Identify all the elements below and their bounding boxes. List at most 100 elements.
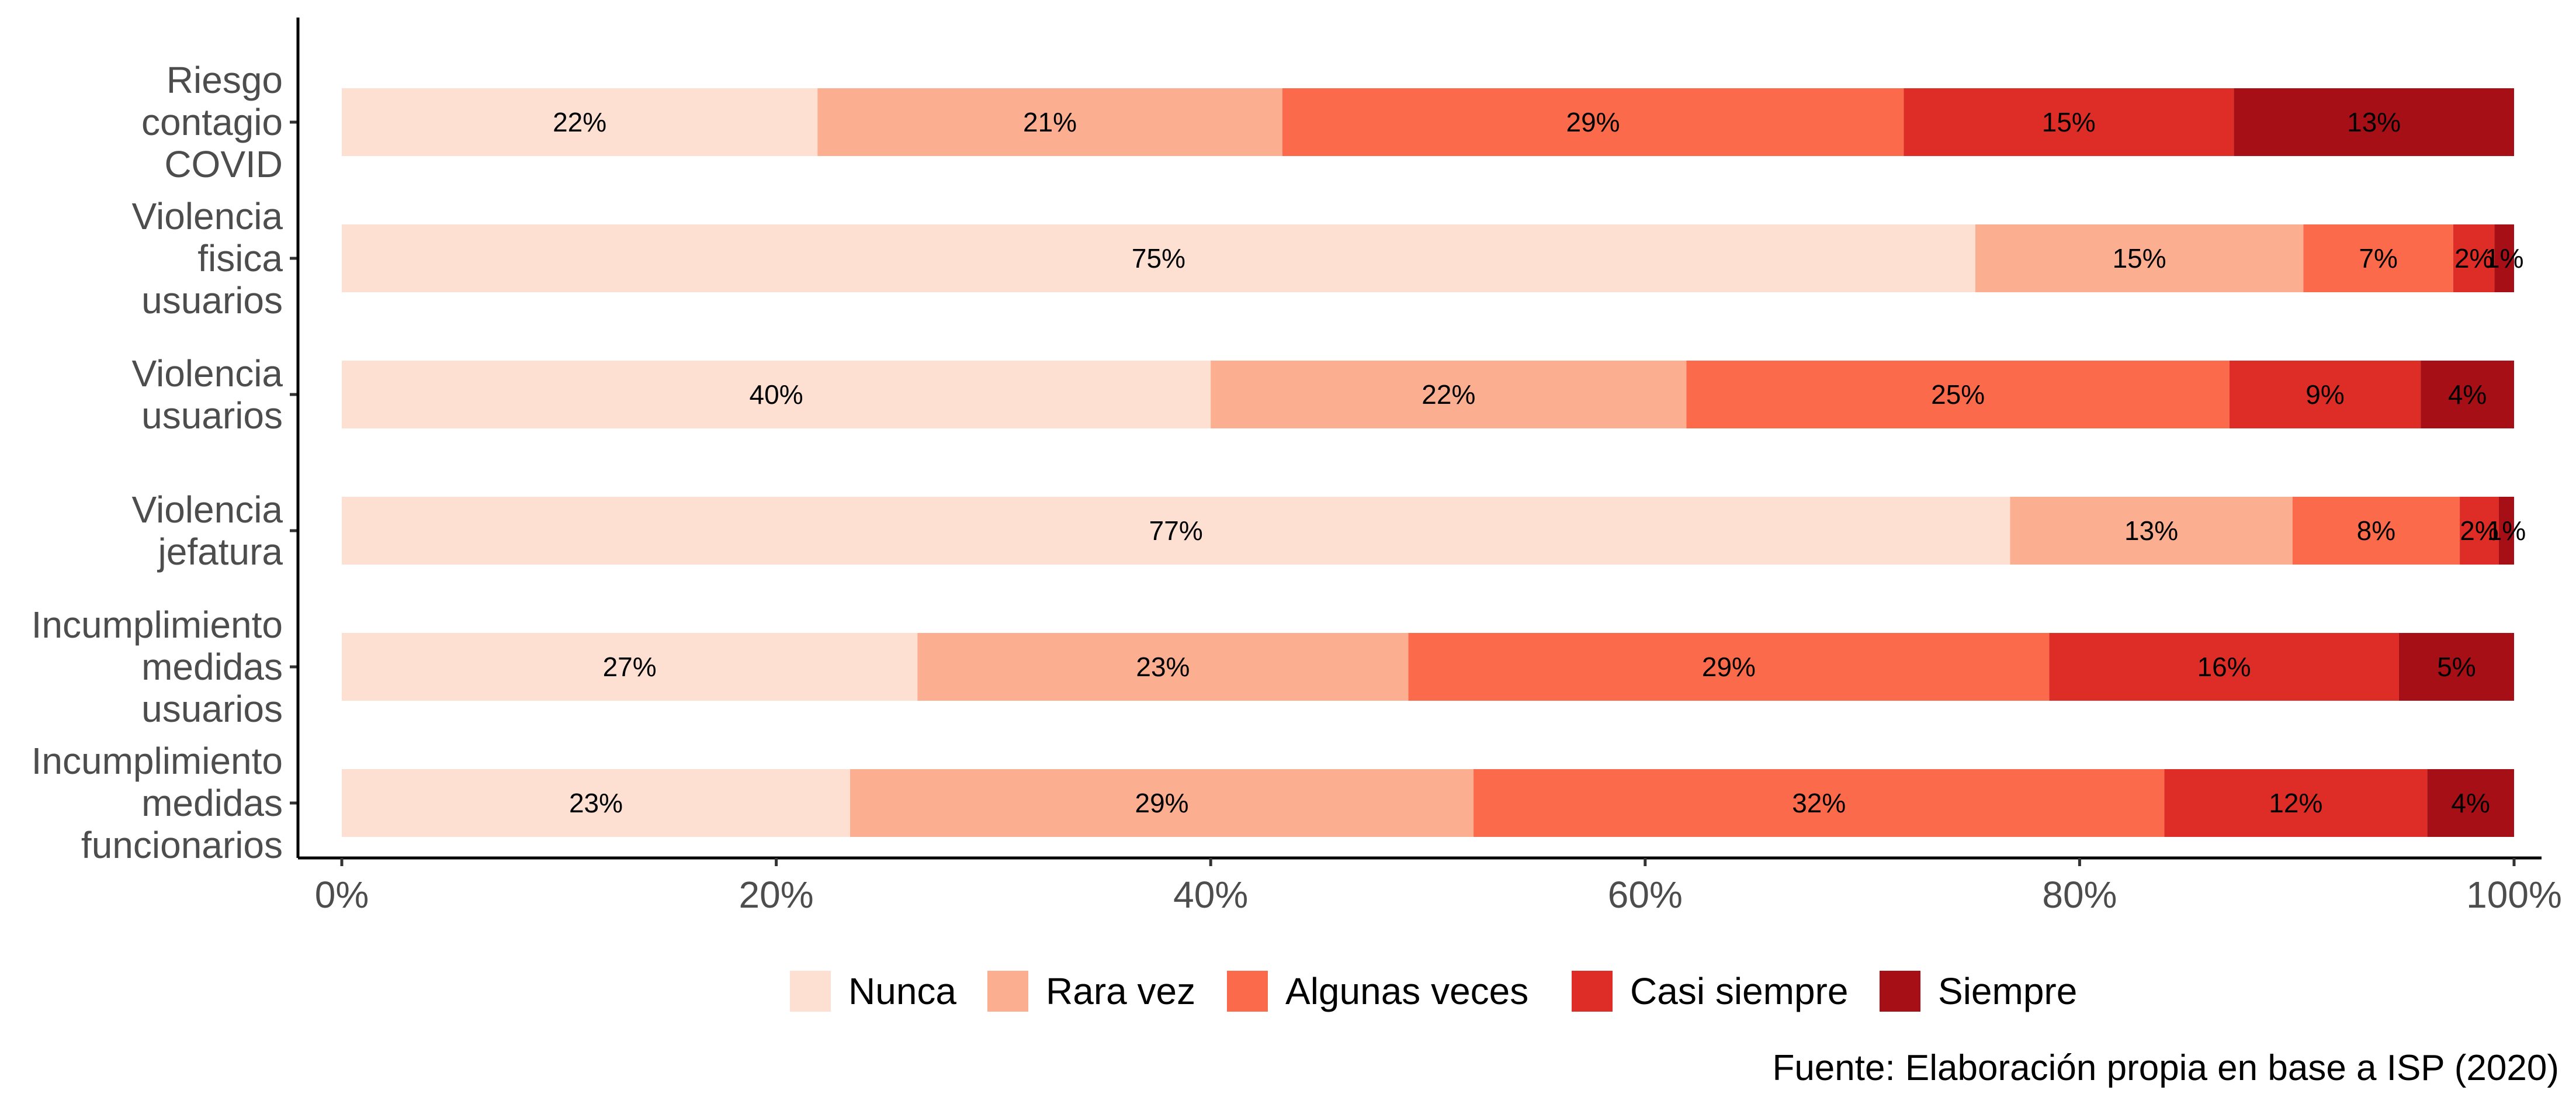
- bar-segment: [1686, 361, 2230, 428]
- category-label-line: usuarios: [141, 279, 283, 321]
- legend-key: [790, 971, 831, 1012]
- bar-segment: [342, 361, 1211, 428]
- bar-segment: [2460, 497, 2499, 565]
- legend-label: Algunas veces: [1285, 970, 1528, 1012]
- data-label: 29%: [1566, 107, 1620, 137]
- legend-label: Rara vez: [1046, 970, 1195, 1012]
- legend-label: Siempre: [1938, 970, 2077, 1012]
- data-label: 21%: [1023, 107, 1077, 137]
- bar-segment: [1975, 224, 2304, 292]
- category-label-line: fisica: [197, 237, 283, 279]
- category-label-line: Violencia: [131, 489, 283, 531]
- x-tick-label: 100%: [2466, 874, 2562, 916]
- category-label-line: Incumplimiento: [32, 740, 283, 782]
- data-label: 77%: [1149, 515, 1203, 546]
- bar-segment: [850, 769, 1474, 837]
- bar-segment: [2453, 224, 2495, 292]
- x-tick-label: 40%: [1173, 874, 1248, 916]
- legend-label: Casi siempre: [1630, 970, 1848, 1012]
- data-label: 2%: [2454, 243, 2493, 274]
- data-label: 25%: [1931, 379, 1985, 410]
- category-label-line: funcionarios: [81, 824, 283, 866]
- bar-segment: [2421, 361, 2514, 428]
- category-label: Violencia fisica usuarios: [131, 195, 283, 321]
- x-tick-label: 20%: [739, 874, 814, 916]
- legend-key: [1880, 971, 1920, 1012]
- x-tick-label: 0%: [315, 874, 369, 916]
- data-label: 22%: [1422, 379, 1475, 410]
- category-label-line: jefatura: [157, 531, 283, 573]
- data-label: 5%: [2437, 652, 2476, 682]
- data-label: 2%: [2460, 515, 2498, 546]
- data-label: 23%: [569, 788, 623, 818]
- category-label-line: Incumplimiento: [32, 604, 283, 646]
- bar-segment: [2303, 224, 2453, 292]
- category-label-line: usuarios: [141, 688, 283, 730]
- axes: 0% 20% 40% 60% 80% 100%: [290, 18, 2562, 916]
- source-caption: Fuente: Elaboración propia en base a ISP…: [1772, 1048, 2559, 1088]
- data-label: 22%: [553, 107, 606, 137]
- data-label: 13%: [2347, 107, 2401, 137]
- bar-segment: [2292, 497, 2460, 565]
- bar-segment: [2164, 769, 2428, 837]
- bars-layer: 22% 21% 29% 15% 13%75% 15% 7% 2%1%40% 22% 25% 9% 4%…: [342, 88, 2526, 837]
- data-label: 29%: [1702, 652, 1756, 682]
- category-label-line: medidas: [141, 646, 283, 688]
- category-label-line: contagio: [141, 101, 283, 143]
- data-label: 7%: [2359, 243, 2397, 274]
- legend-key: [1572, 971, 1613, 1012]
- data-label: 32%: [1792, 788, 1846, 818]
- data-label: 15%: [2113, 243, 2166, 274]
- bar-segment: [342, 633, 918, 701]
- data-label: 9%: [2305, 379, 2344, 410]
- data-label: 13%: [2124, 515, 2178, 546]
- bar-segment: [2010, 497, 2293, 565]
- bar-segment: [1211, 361, 1687, 428]
- category-label-line: COVID: [164, 143, 283, 185]
- bar-segment: [1282, 88, 1904, 156]
- data-label: 40%: [750, 379, 803, 410]
- bar-segment: [2494, 224, 2514, 292]
- bar-segment: [342, 769, 851, 837]
- bar-segment: [342, 88, 818, 156]
- bar-segment: [2427, 769, 2514, 837]
- bar-segment: [342, 497, 2010, 565]
- bar-segment: [917, 633, 1409, 701]
- data-label: 23%: [1136, 652, 1190, 682]
- category-label-line: medidas: [141, 782, 283, 824]
- bar-segment: [817, 88, 1282, 156]
- bar-segment: [1408, 633, 2050, 701]
- bar-segment: [2049, 633, 2399, 701]
- data-label: 4%: [2448, 379, 2487, 410]
- legend-key: [987, 971, 1028, 1012]
- data-label: 8%: [2357, 515, 2395, 546]
- category-label-line: Violencia: [131, 195, 283, 237]
- bar-segment: [342, 224, 1975, 292]
- data-label: 1%: [2485, 243, 2523, 274]
- legend: Nunca Rara vez Algunas veces Casi siempre Si…: [790, 970, 2077, 1012]
- data-label: 1%: [2487, 515, 2526, 546]
- data-label: 4%: [2451, 788, 2490, 818]
- category-label-line: Riesgo: [167, 59, 283, 101]
- bar-segment: [1904, 88, 2234, 156]
- category-label: Riesgo contagio COVID: [141, 59, 283, 185]
- category-label-line: Violencia: [131, 352, 283, 394]
- data-label: 29%: [1135, 788, 1189, 818]
- bar-segment: [2234, 88, 2514, 156]
- category-label: Incumplimiento medidas funcionarios: [32, 740, 283, 866]
- category-label-line: usuarios: [141, 394, 283, 437]
- bar-segment: [2398, 633, 2514, 701]
- legend-label: Nunca: [848, 970, 956, 1012]
- data-label: 15%: [2042, 107, 2096, 137]
- bar-segment: [2498, 497, 2514, 565]
- legend-key: [1227, 971, 1268, 1012]
- x-tick-label: 60%: [1608, 874, 1683, 916]
- category-label: Violencia usuarios: [131, 352, 283, 437]
- data-label: 27%: [603, 652, 657, 682]
- bar-segment: [1474, 769, 2165, 837]
- data-label: 12%: [2269, 788, 2322, 818]
- data-label: 16%: [2197, 652, 2251, 682]
- bar-segment: [2229, 361, 2421, 428]
